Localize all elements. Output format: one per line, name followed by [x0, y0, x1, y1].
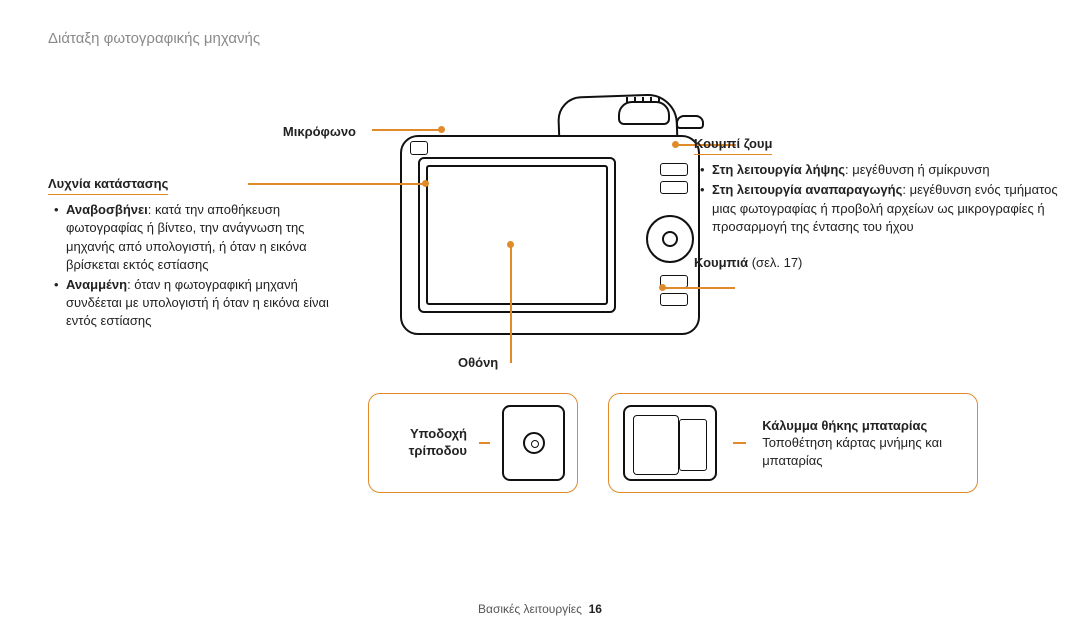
tripod-inset: Υποδοχή τρίποδου [368, 393, 578, 493]
status-blink-bold: Αναβοσβήνει [66, 202, 148, 217]
status-on-bold: Αναμμένη [66, 277, 127, 292]
status-blink-item: Αναβοσβήνει: κατά την αποθήκευση φωτογρα… [54, 201, 338, 274]
leader-line [663, 287, 735, 289]
battery-cover-title: Κάλυμμα θήκης μπαταρίας [762, 417, 963, 435]
buttons-reference: Κουμπιά (σελ. 17) [694, 254, 1064, 272]
leader-dot [438, 126, 445, 133]
status-on-item: Αναμμένη: όταν η φωτογραφική μηχανή συνδ… [54, 276, 338, 331]
leader-line [733, 442, 746, 444]
buttons-page-ref: (σελ. 17) [748, 255, 802, 270]
page-footer: Βασικές λειτουργίες 16 [0, 602, 1080, 616]
zoom-capture-item: Στη λειτουργία λήψης: μεγέθυνση ή σμίκρυ… [700, 161, 1064, 179]
leader-dot [672, 141, 679, 148]
bottom-insets: Υποδοχή τρίποδου Κάλυμμα θήκης μπαταρίας… [368, 393, 978, 493]
leader-dot [507, 241, 514, 248]
tripod-label-line2: τρίποδου [381, 443, 467, 460]
tripod-socket-illustration [502, 405, 565, 481]
diagram-area: Μικρόφωνο Λυχνία κατάστασης Αναβοσβήνει:… [48, 75, 1032, 585]
tripod-label-line1: Υποδοχή [381, 426, 467, 443]
leader-dot [659, 284, 666, 291]
leader-dot [422, 180, 429, 187]
footer-page-number: 16 [589, 602, 602, 616]
battery-cover-inset: Κάλυμμα θήκης μπαταρίας Τοποθέτηση κάρτα… [608, 393, 978, 493]
status-light-title: Λυχνία κατάστασης [48, 175, 168, 195]
microphone-label: Μικρόφωνο [283, 123, 356, 141]
zoom-capture-bold: Στη λειτουργία λήψης [712, 162, 845, 177]
leader-line [479, 442, 490, 444]
zoom-capture-text: : μεγέθυνση ή σμίκρυνση [845, 162, 990, 177]
zoom-button-title: Κουμπί ζουμ [694, 135, 772, 155]
battery-cover-desc: Τοποθέτηση κάρτας μνήμης και μπαταρίας [762, 434, 963, 469]
buttons-bold: Κουμπιά [694, 255, 748, 270]
camera-illustration [400, 105, 710, 345]
battery-cover-illustration [623, 405, 717, 481]
zoom-playback-item: Στη λειτουργία αναπαραγωγής: μεγέθυνση ε… [700, 181, 1064, 236]
leader-line [510, 245, 512, 363]
leader-line [372, 129, 440, 131]
status-light-block: Λυχνία κατάστασης Αναβοσβήνει: κατά την … [48, 175, 338, 331]
zoom-playback-bold: Στη λειτουργία αναπαραγωγής [712, 182, 902, 197]
footer-section: Βασικές λειτουργίες [478, 602, 582, 616]
screen-label: Οθόνη [458, 355, 498, 370]
page-title: Διάταξη φωτογραφικής μηχανής [48, 30, 1032, 47]
